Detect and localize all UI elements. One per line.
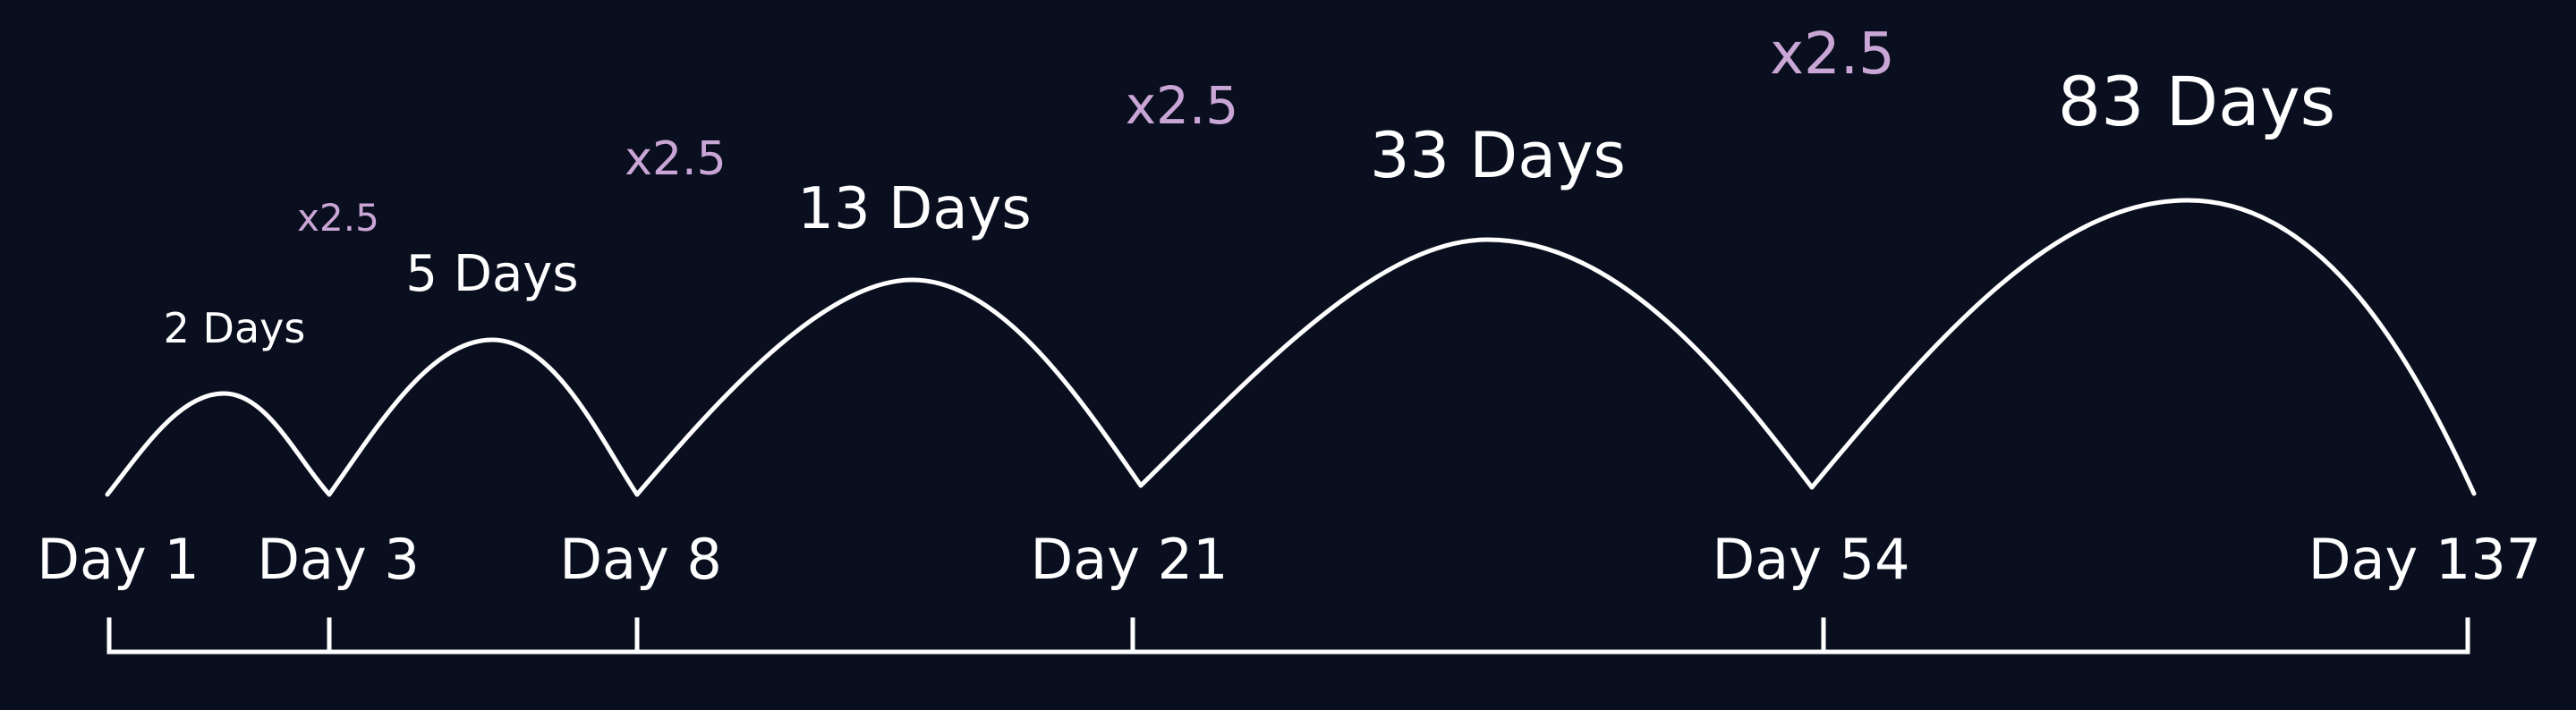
day-labels: Day 1 Day 3 Day 8 Day 21 Day 54 Day 137	[37, 527, 2541, 592]
interval-label: 5 Days	[405, 245, 578, 303]
day-label: Day 54	[1712, 527, 1909, 592]
day-label: Day 3	[257, 527, 420, 592]
multiplier-label: x2.5	[1770, 21, 1895, 88]
multiplier-labels: x2.5 x2.5 x2.5 x2.5	[297, 21, 1895, 240]
interval-curve-2	[327, 337, 640, 497]
day-label: Day 137	[2308, 527, 2541, 592]
interval-curve-4	[1138, 237, 1815, 490]
day-label: Day 8	[559, 527, 722, 592]
timeline-axis	[106, 617, 2470, 655]
day-label: Day 1	[37, 527, 200, 592]
interval-curve-5	[1809, 198, 2477, 496]
review-curves	[105, 198, 2477, 497]
interval-label: 2 Days	[164, 304, 306, 352]
day-label: Day 21	[1030, 527, 1228, 592]
interval-label: 33 Days	[1370, 119, 1626, 192]
interval-label: 83 Days	[2058, 62, 2336, 141]
interval-curve-1	[105, 391, 332, 497]
interval-curve-3	[634, 277, 1143, 497]
multiplier-label: x2.5	[297, 196, 379, 240]
interval-labels: 2 Days 5 Days 13 Days 33 Days 83 Days	[164, 62, 2336, 352]
interval-label: 13 Days	[797, 176, 1032, 242]
multiplier-label: x2.5	[625, 132, 726, 186]
multiplier-label: x2.5	[1126, 75, 1239, 136]
